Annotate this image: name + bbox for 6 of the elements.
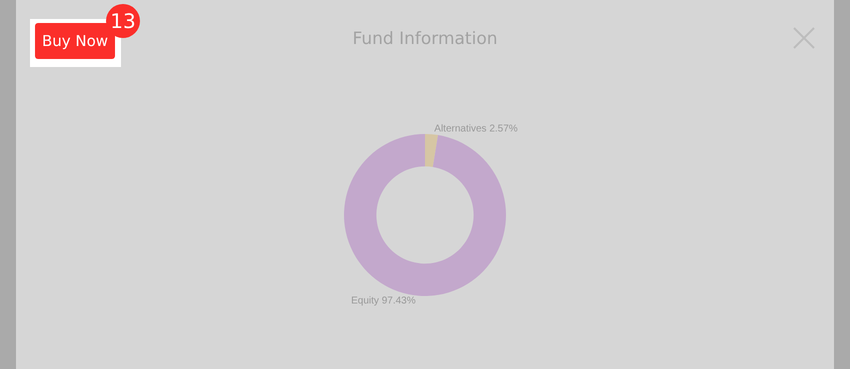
text: 13	[110, 9, 136, 33]
slice-label: Equity 97.43%	[351, 296, 416, 307]
donut-slice	[425, 134, 438, 168]
text: Buy Now	[42, 32, 108, 50]
slice-label: Alternatives 2.57%	[434, 123, 518, 134]
donut-slice	[344, 134, 506, 296]
